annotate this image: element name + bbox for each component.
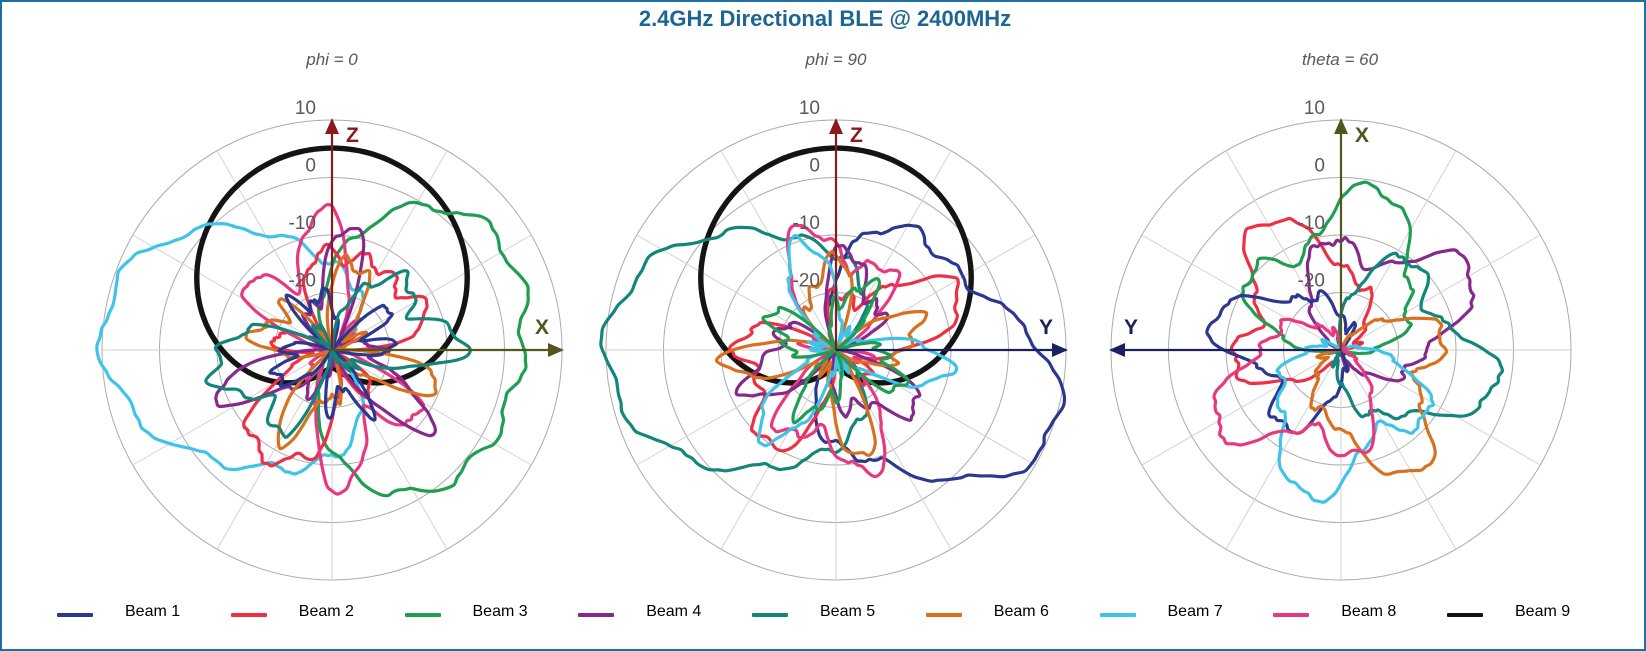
svg-text:10: 10 [1304, 98, 1325, 119]
svg-text:-20: -20 [1298, 271, 1325, 292]
svg-text:-10: -10 [1298, 213, 1325, 234]
svg-text:0: 0 [1314, 156, 1325, 177]
svg-text:-20: -20 [289, 271, 316, 292]
svg-text:10: 10 [295, 98, 316, 119]
svg-text:X: X [1355, 124, 1369, 147]
svg-text:0: 0 [305, 156, 316, 177]
svg-text:X: X [535, 316, 549, 339]
svg-text:Z: Z [850, 124, 863, 147]
svg-text:Z: Z [346, 124, 359, 147]
svg-text:-10: -10 [289, 213, 316, 234]
svg-text:0: 0 [809, 156, 820, 177]
svg-text:Y: Y [1124, 316, 1138, 339]
svg-text:-20: -20 [793, 271, 820, 292]
svg-text:Y: Y [1039, 316, 1053, 339]
svg-text:10: 10 [799, 98, 820, 119]
svg-text:-10: -10 [793, 213, 820, 234]
